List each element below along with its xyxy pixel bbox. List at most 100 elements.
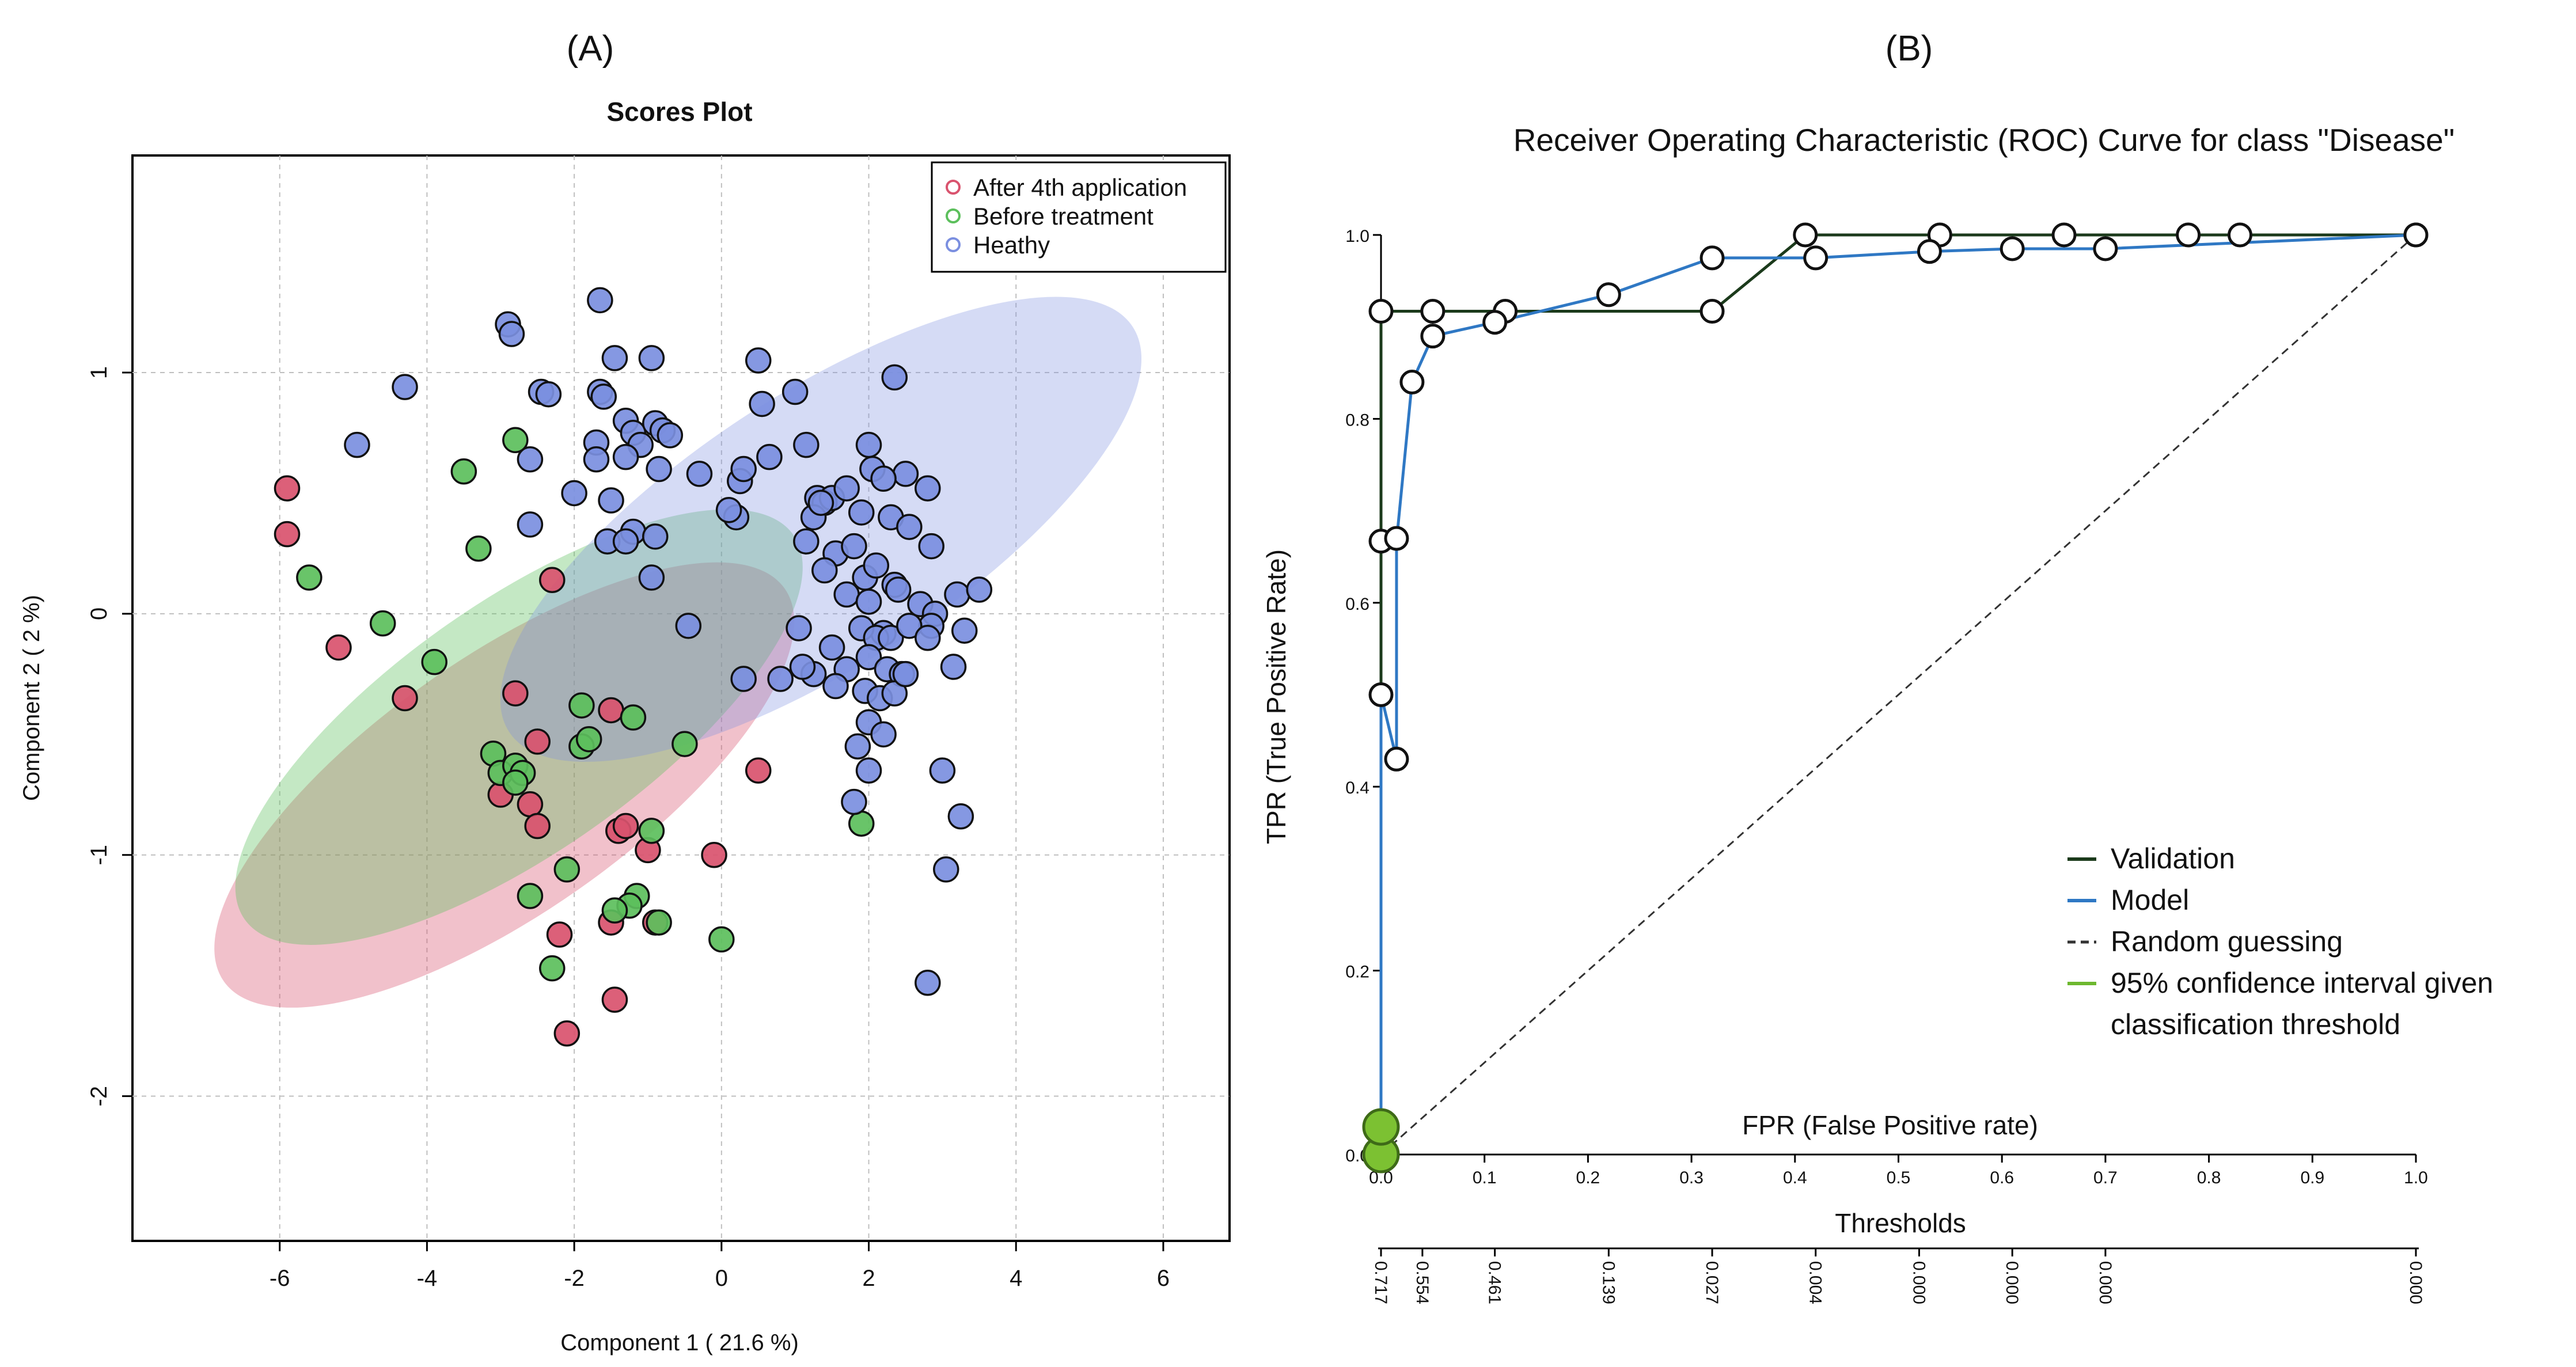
confidence-ellipses [214,297,1142,1008]
point-healthy [638,564,665,591]
point-after-4th-application [745,757,772,784]
point-before-treatment [848,810,875,837]
point-before-treatment [575,726,602,753]
point-after-4th-application [546,921,573,948]
point-healthy [833,475,860,502]
point-healthy [892,461,919,487]
legend-label-validation: Validation [2111,842,2235,875]
x-tick-label-b: 0.5 [1887,1168,1911,1187]
y-tick-label-b: 1.0 [1345,227,1369,246]
point-healthy [730,455,757,483]
point-healthy [793,528,820,555]
point-before-treatment [553,856,581,883]
x-axis-label-b: FPR (False Positive rate) [1742,1110,2038,1140]
point-after-4th-application [612,812,639,840]
threshold-tick-label: 0.027 [1702,1261,1721,1304]
point-healthy [756,443,783,470]
scores-plot-panel: (A) Scores Plot -6 -4 -2 0 2 4 6 1 0 -1 -2 Compon… [19,29,1231,1355]
point-before-treatment [421,648,447,675]
x-tick-label-a: -2 [564,1266,585,1291]
threshold-axis: 0.717 0.554 0.461 0.139 0.027 0.004 0.000 0.000… [1371,1247,2425,1304]
point-after-4th-application [517,791,544,818]
threshold-tick-label: 0.000 [2096,1261,2115,1304]
y-tick-label-a: -2 [86,1086,112,1107]
point-healthy [767,666,794,692]
point-healthy [392,374,418,400]
marker-model [2093,236,2118,261]
marker-validation [2228,222,2253,248]
legend-marker-before [946,208,961,223]
point-before-treatment [502,769,529,796]
point-healthy [855,431,882,458]
line-model [1379,233,2416,1155]
marker-model [1384,526,1409,551]
threshold-tick-label: 0.717 [1371,1261,1390,1304]
marker-model [2403,222,2429,248]
point-healthy [781,378,809,405]
point-healthy [807,489,834,516]
thresholds-axis-label: Thresholds [1835,1208,1966,1238]
point-healthy [951,617,978,644]
marker-model [1917,239,1942,264]
y-tick-label-a: 1 [86,366,112,379]
point-healthy [646,455,672,483]
point-after-4th-application [598,697,624,724]
x-tick-label-b: 0.9 [2300,1168,2324,1187]
x-tick-label-b: 0.2 [1576,1168,1600,1187]
point-healthy [598,487,624,514]
point-after-4th-application [553,1020,581,1047]
point-healthy [896,613,923,639]
point-before-treatment [369,610,396,637]
y-axis-label-a: Component 2 ( 2 %) [19,595,44,801]
marker-model [1368,682,1394,707]
point-healthy [915,970,941,996]
x-tick-label-b: 0.6 [1990,1168,2014,1187]
threshold-tick-label: 0.000 [2406,1261,2425,1304]
marker-confidence-interval [1362,1108,1400,1146]
point-before-treatment [646,909,672,936]
x-tick-label-b: 1.0 [2404,1168,2428,1187]
point-healthy [915,625,941,651]
point-healthy [933,856,959,883]
y-tick-label-b: 0.2 [1345,963,1369,982]
point-before-treatment [296,564,323,591]
y-tick-label-b: 0.8 [1345,411,1369,430]
point-healthy [657,422,684,449]
point-after-4th-application [524,812,551,840]
point-before-treatment [620,704,647,731]
legend-marker-healthy [946,237,961,252]
threshold-tick-label: 0.000 [2002,1261,2021,1304]
marker-validation [1793,222,1818,248]
marker-validation [1699,299,1725,324]
point-after-4th-application [539,567,566,593]
line-validation [1379,233,2416,1155]
point-healthy [730,666,757,692]
point-healthy [947,803,974,830]
point-healthy [344,431,370,458]
point-healthy [601,345,628,371]
y-tick-label-a: 0 [86,607,112,620]
marker-model [1699,245,1725,271]
legend-label-random: Random guessing [2111,925,2343,958]
point-healthy [841,533,867,560]
point-healthy [870,465,897,492]
marker-validation [1368,299,1394,324]
point-before-treatment [539,955,566,982]
marker-model [1596,282,1621,307]
point-before-treatment [601,897,628,924]
marker-validation [1420,299,1446,324]
x-tick-label-a: -6 [270,1266,290,1291]
marker-model [1399,370,1425,395]
point-before-treatment [671,731,698,757]
legend-b: Validation Model Random guessing 95% con… [2067,842,2493,1041]
line-random-guessing [1380,234,2416,1156]
legend-label-ci-line2: classification threshold [2111,1008,2400,1041]
point-healthy [612,528,639,555]
point-healthy [642,523,669,550]
x-tick-label-b: 0.8 [2197,1168,2221,1187]
point-healthy [638,345,665,371]
threshold-tick-label: 0.554 [1413,1261,1432,1304]
point-after-4th-application [274,521,301,548]
x-axis-ticks-b: 0.0 0.1 0.2 0.3 0.4 0.5 0.6 0.7 0.8 0.9 1.0 [1369,1155,2428,1187]
marker-validation [2051,222,2077,248]
